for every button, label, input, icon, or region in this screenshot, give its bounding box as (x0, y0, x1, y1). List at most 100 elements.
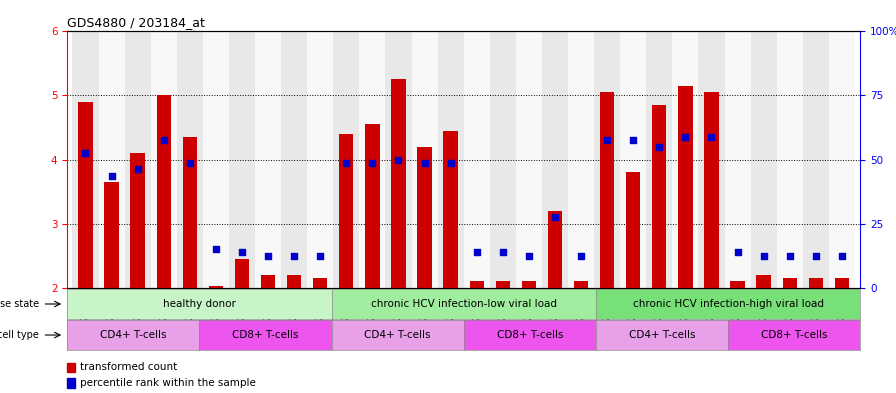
Bar (751, 31, 777, 288)
Bar (730, 281, 745, 288)
Bar (67, 378, 75, 388)
Bar (261, 275, 275, 288)
Text: healthy donor: healthy donor (163, 299, 236, 309)
Point (78, 150, 92, 156)
Bar (73, 31, 99, 288)
Bar (125, 31, 151, 288)
Point (835, 252, 849, 259)
Bar (573, 281, 589, 288)
Point (730, 249, 745, 255)
Bar (704, 92, 719, 288)
Point (418, 160, 432, 166)
Point (756, 252, 771, 259)
Bar (418, 147, 432, 288)
Bar (678, 86, 693, 288)
Bar (177, 31, 202, 288)
Text: CD4+ T-cells: CD4+ T-cells (629, 330, 695, 340)
Text: chronic HCV infection-high viral load: chronic HCV infection-high viral load (633, 299, 823, 309)
Point (704, 134, 719, 140)
Bar (835, 278, 849, 288)
Point (313, 252, 327, 259)
Text: CD8+ T-cells: CD8+ T-cells (496, 330, 563, 340)
Bar (228, 31, 255, 288)
Point (652, 143, 667, 150)
Bar (782, 278, 797, 288)
Text: CD8+ T-cells: CD8+ T-cells (232, 330, 298, 340)
Bar (490, 31, 516, 288)
Point (104, 173, 118, 179)
Text: GDS4880 / 203184_at: GDS4880 / 203184_at (67, 16, 205, 29)
Bar (829, 31, 855, 288)
Point (392, 156, 406, 163)
Bar (626, 173, 641, 288)
Bar (516, 31, 542, 288)
Point (470, 249, 484, 255)
Bar (594, 31, 620, 288)
Bar (777, 31, 803, 288)
Text: disease state: disease state (0, 299, 39, 309)
Point (809, 252, 823, 259)
Bar (307, 31, 333, 288)
Bar (366, 124, 380, 288)
Bar (464, 31, 490, 288)
Point (235, 249, 249, 255)
Text: percentile rank within the sample: percentile rank within the sample (80, 378, 255, 388)
Point (339, 160, 353, 166)
Bar (157, 95, 171, 288)
Bar (151, 31, 177, 288)
Bar (568, 31, 594, 288)
Bar (392, 79, 406, 288)
Text: chronic HCV infection-low viral load: chronic HCV infection-low viral load (371, 299, 556, 309)
Bar (255, 31, 281, 288)
Point (183, 160, 197, 166)
Point (678, 134, 693, 140)
Bar (495, 281, 510, 288)
Point (547, 214, 562, 220)
Bar (470, 281, 484, 288)
Bar (646, 31, 672, 288)
Bar (78, 102, 92, 288)
Bar (620, 31, 646, 288)
Point (157, 137, 171, 143)
Bar (287, 275, 301, 288)
Point (131, 166, 145, 172)
Bar (359, 31, 385, 288)
Point (574, 252, 589, 259)
Bar (411, 31, 437, 288)
Point (209, 246, 223, 252)
Point (626, 137, 641, 143)
Bar (385, 31, 411, 288)
Bar (652, 105, 667, 288)
Bar (547, 211, 562, 288)
Bar (756, 275, 771, 288)
Bar (183, 137, 197, 288)
Bar (672, 31, 699, 288)
Text: cell type: cell type (0, 330, 39, 340)
Bar (209, 286, 223, 288)
Bar (803, 31, 829, 288)
Bar (104, 182, 118, 288)
Bar (725, 31, 751, 288)
Bar (437, 31, 464, 288)
Point (495, 249, 510, 255)
Bar (67, 363, 75, 372)
Text: CD4+ T-cells: CD4+ T-cells (365, 330, 431, 340)
Bar (99, 31, 125, 288)
Bar (235, 259, 249, 288)
Bar (521, 281, 536, 288)
Point (366, 160, 380, 166)
Point (521, 252, 536, 259)
Bar (542, 31, 568, 288)
Bar (202, 31, 228, 288)
Text: CD4+ T-cells: CD4+ T-cells (100, 330, 167, 340)
Bar (444, 131, 458, 288)
Point (600, 137, 615, 143)
Bar (600, 92, 615, 288)
Bar (333, 31, 359, 288)
Point (261, 252, 275, 259)
Bar (699, 31, 725, 288)
Point (444, 160, 458, 166)
Bar (313, 278, 327, 288)
Bar (339, 134, 354, 288)
Bar (809, 278, 823, 288)
